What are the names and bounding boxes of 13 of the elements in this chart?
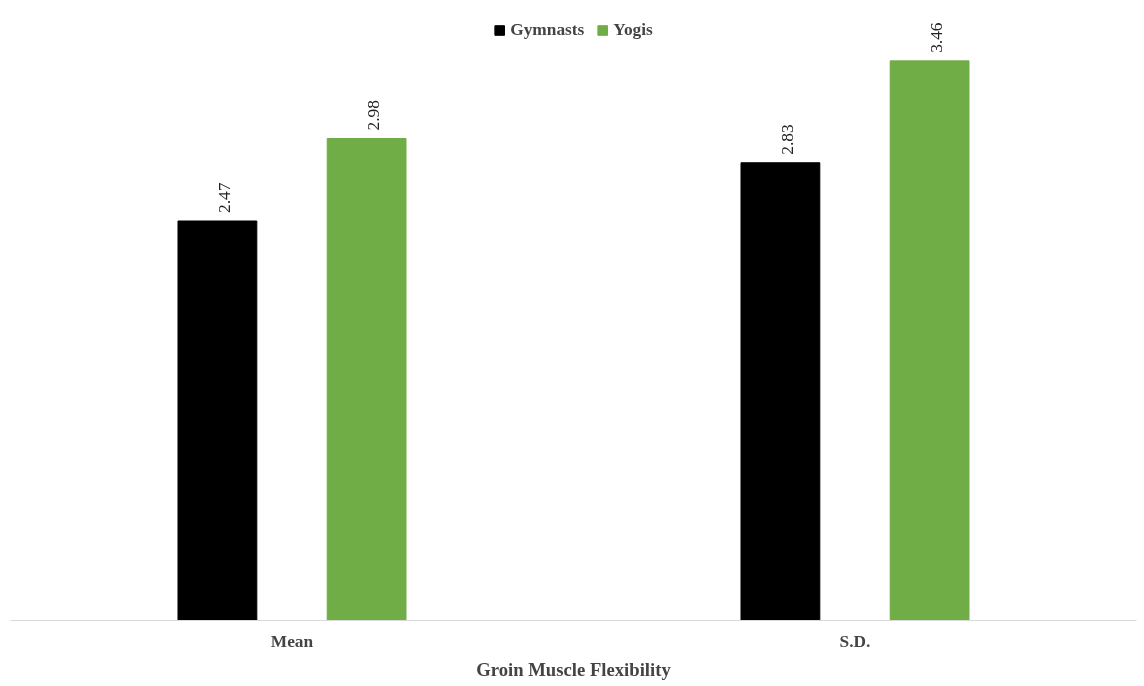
data-label: 3.46: [927, 22, 947, 53]
x-tick-label: Mean: [270, 631, 314, 651]
x-axis-title: Groin Muscle Flexibility: [476, 658, 672, 680]
legend-label: Gymnasts: [510, 20, 585, 40]
x-tick-label: S.D.: [839, 631, 871, 651]
data-label: 2.83: [777, 124, 797, 155]
legend-label: Yogis: [613, 20, 653, 40]
data-label: 2.47: [214, 182, 234, 213]
bar: [177, 220, 258, 621]
bar: [326, 138, 407, 621]
data-label: 2.98: [364, 100, 384, 131]
bar: [740, 162, 821, 621]
bar: [889, 60, 970, 621]
